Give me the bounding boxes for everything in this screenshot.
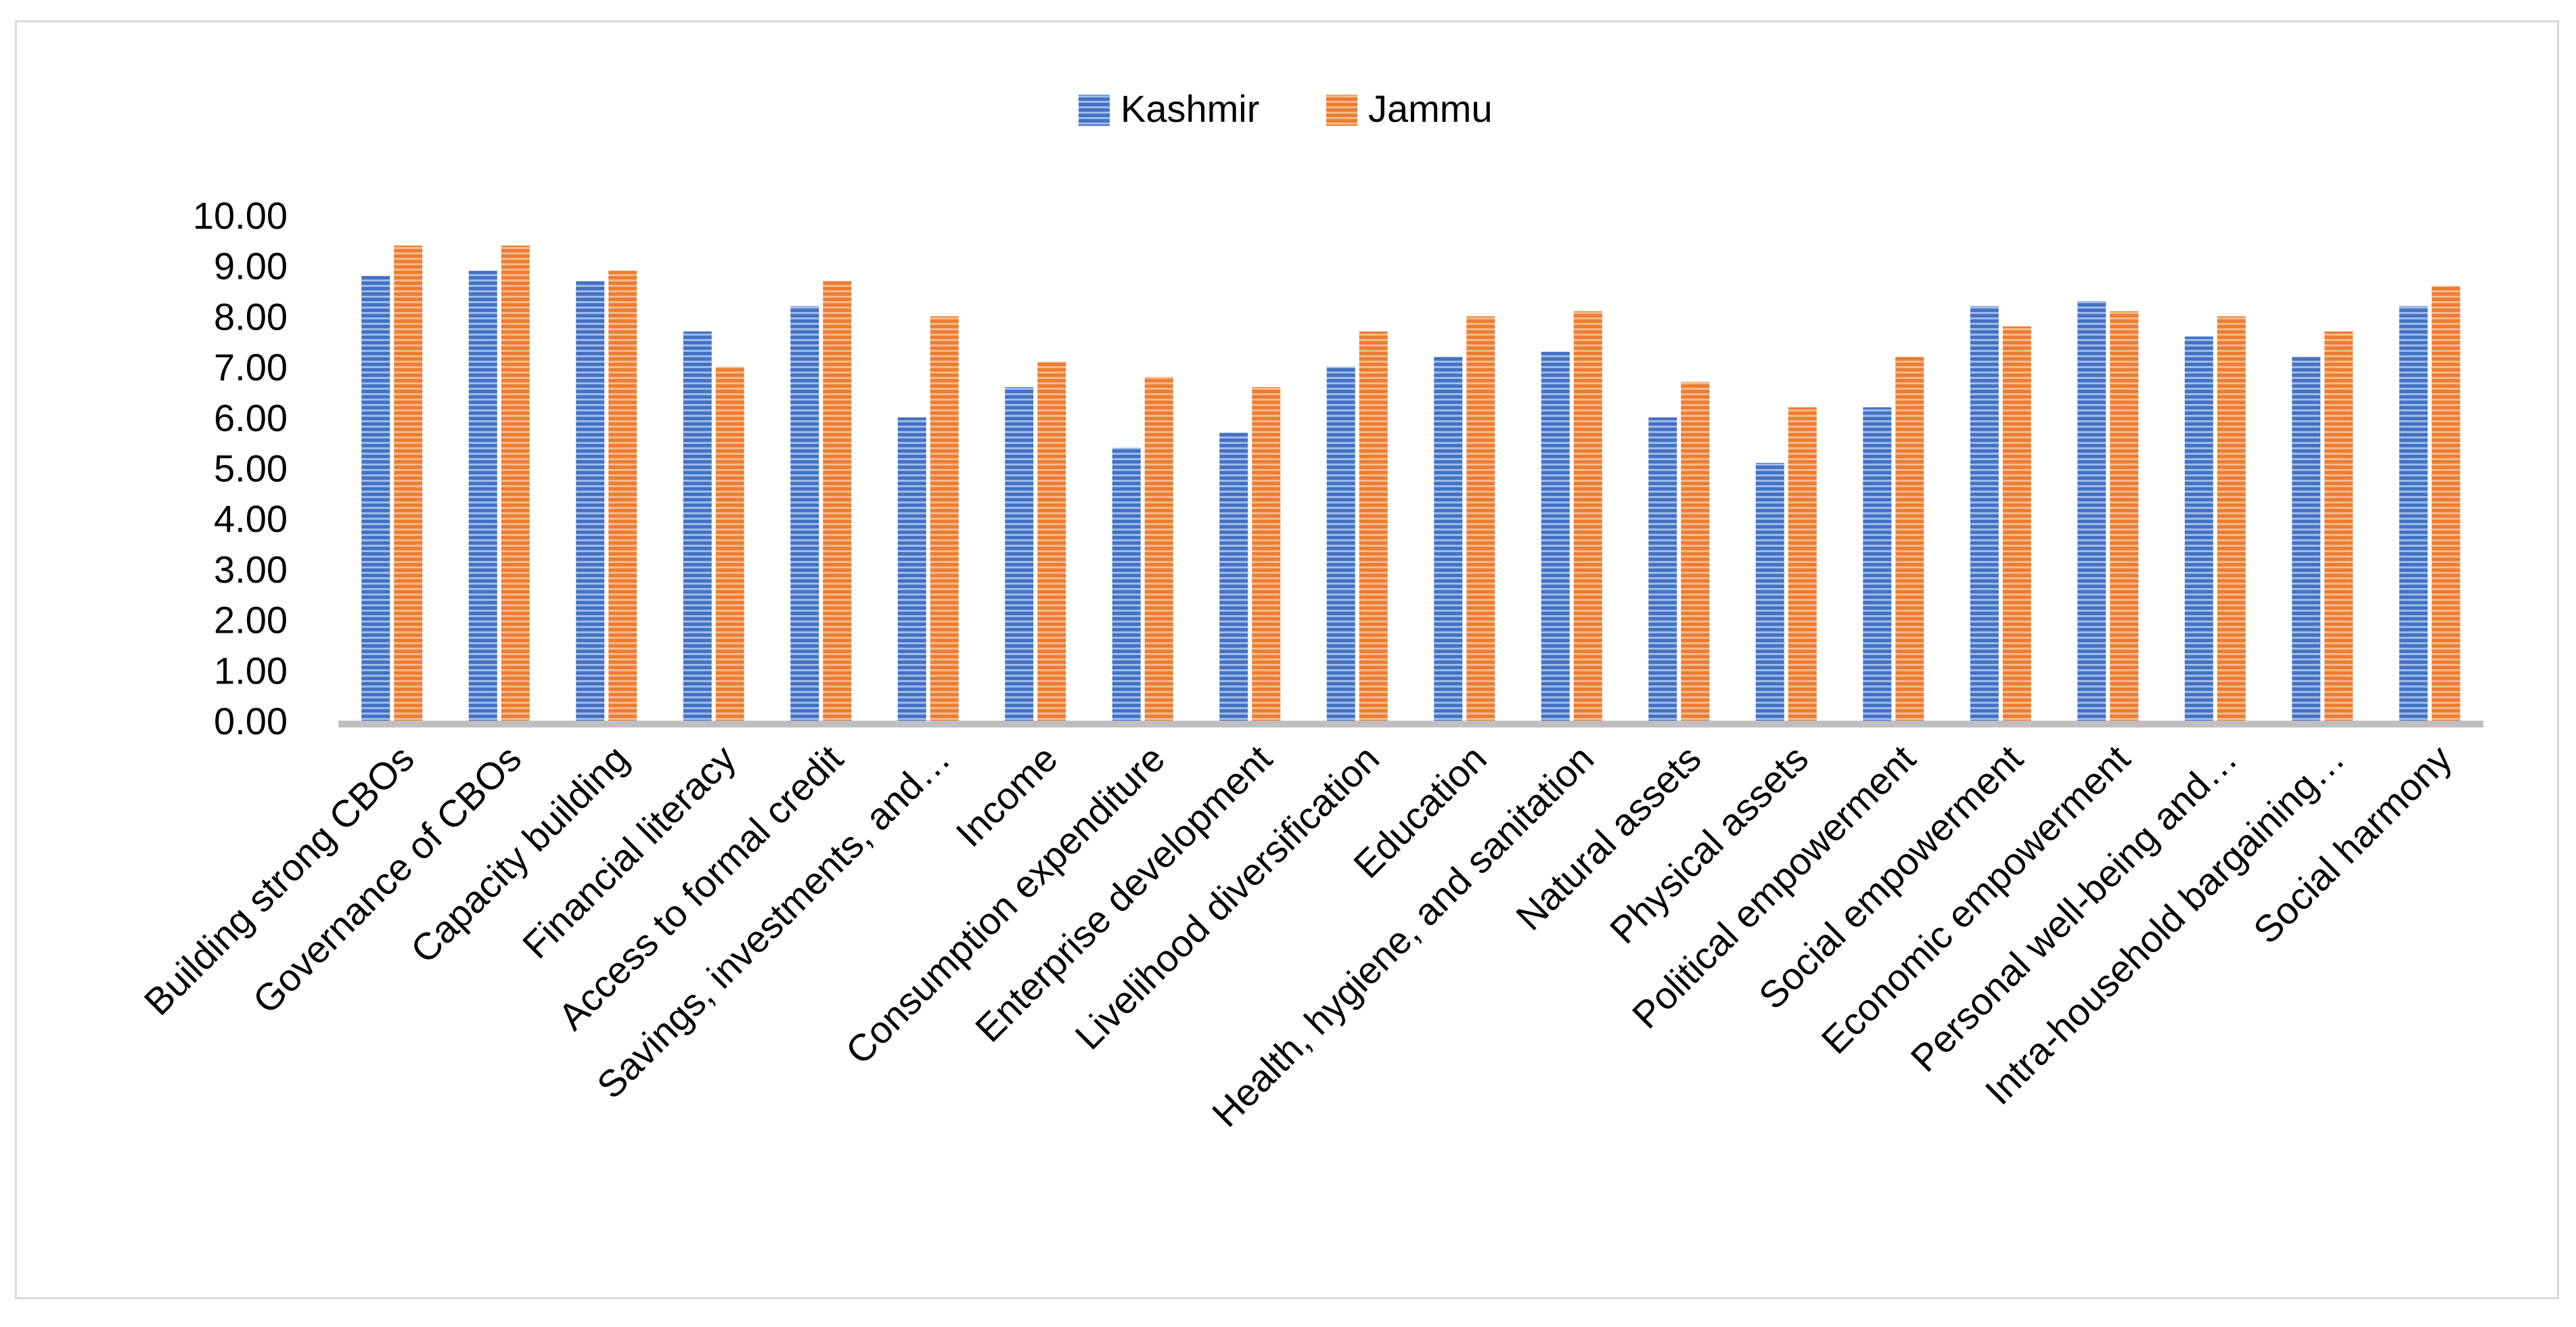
bar-kashmir [790,306,819,721]
bar-kashmir [2292,357,2321,721]
y-tick-label: 7.00 [214,346,288,388]
bar-kashmir [1112,447,1141,721]
bar-jammu [394,245,423,721]
y-tick-label: 8.00 [214,295,288,338]
bar-kashmir [1648,417,1677,721]
bar-kashmir [361,275,390,721]
x-category-label: Health, hygiene, and sanitation [1204,737,1602,1135]
bar-jammu [1252,386,1281,721]
legend-label-jammu: Jammu [1368,87,1493,130]
bar-jammu [2324,331,2353,721]
x-category-label: Natural assets [1508,737,1709,939]
legend-swatch-kashmir [1079,95,1110,126]
bar-kashmir [1755,463,1784,721]
x-axis-line [338,721,2483,727]
y-tick-label: 4.00 [214,497,288,540]
x-category-label: Social harmony [2245,737,2460,951]
y-tick-label: 10.00 [193,194,288,237]
bar-jammu [2217,316,2246,721]
legend-label-kashmir: Kashmir [1121,87,1259,130]
bar-kashmir [2399,306,2428,721]
bar-jammu [823,281,852,721]
bar-jammu [1573,311,1602,721]
bar-jammu [1681,382,1710,721]
bar-kashmir [1541,351,1570,721]
bar-jammu [1144,377,1173,721]
bar-jammu [1466,316,1495,721]
y-tick-label: 0.00 [214,700,288,742]
bar-kashmir [468,271,497,721]
bar-kashmir [1434,357,1463,721]
bar-jammu [1359,331,1388,721]
bar-jammu [501,245,530,721]
bar-jammu [608,271,637,721]
bar-kashmir [1005,386,1034,721]
bar-kashmir [683,331,712,721]
legend-swatch-jammu [1326,95,1357,126]
y-tick-label: 9.00 [214,245,288,288]
y-tick-label: 2.00 [214,599,288,642]
bar-kashmir [576,281,605,721]
bar-jammu [1895,357,1924,721]
bar-jammu [1788,407,1817,721]
y-tick-label: 6.00 [214,397,288,439]
bar-kashmir [2077,300,2106,721]
bar-jammu [2002,326,2031,721]
y-tick-label: 3.00 [214,548,288,591]
bar-jammu [1037,361,1066,721]
y-axis: 0.00 1.00 2.00 3.00 4.00 5.00 6.00 7.00 8.00 9.00… [193,194,288,742]
bar-jammu [715,367,744,721]
y-tick-label: 5.00 [214,447,288,490]
bar-kashmir [897,417,926,721]
x-category-label: Physical assets [1602,737,1816,951]
bars [361,245,2460,721]
bar-kashmir [1863,407,1892,721]
bar-kashmir [2184,336,2213,721]
bar-jammu [930,316,959,721]
bar-jammu [2431,286,2460,721]
bar-kashmir [1219,432,1248,721]
y-tick-label: 1.00 [214,649,288,692]
bar-jammu [2110,311,2139,721]
bar-kashmir [1970,306,1999,721]
legend: Kashmir Jammu [1079,87,1493,130]
bar-kashmir [1326,367,1355,721]
